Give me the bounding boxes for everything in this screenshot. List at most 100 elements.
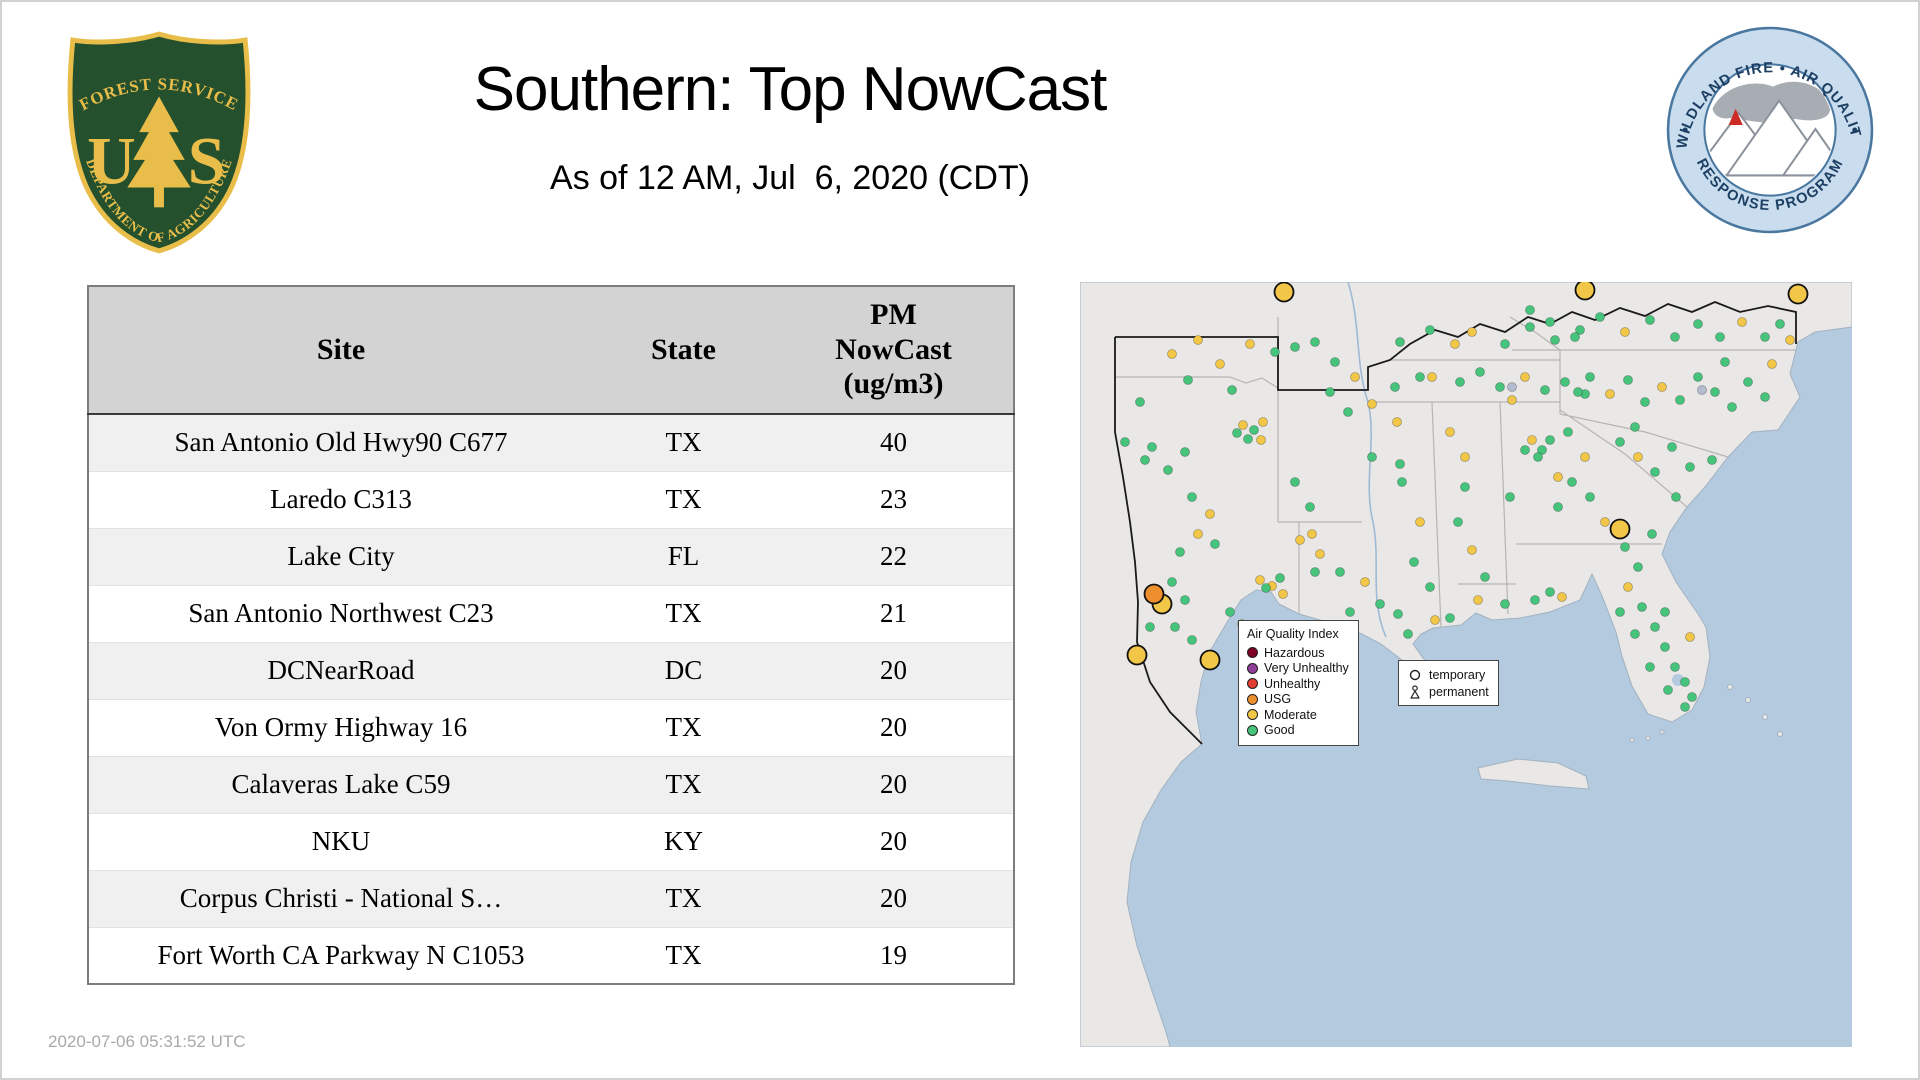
monitor-marker xyxy=(1375,599,1385,609)
cuba-island xyxy=(1477,758,1590,790)
monitor-marker xyxy=(1193,529,1203,539)
monitor-marker xyxy=(1187,635,1197,645)
monitor-marker xyxy=(1680,677,1690,687)
monitor-marker xyxy=(1667,442,1677,452)
legend-item-usg: USG xyxy=(1247,692,1349,708)
monitor-marker xyxy=(1350,372,1360,382)
pm-cell: 20 xyxy=(774,641,1014,699)
unhealthy-swatch-icon xyxy=(1247,678,1258,690)
col-header-state: State xyxy=(593,286,774,415)
wfaqrp-logo: WILDLAND FIRE • AIR QUALITY RESPONSE PRO… xyxy=(1664,24,1874,234)
monitor-marker xyxy=(1785,335,1795,345)
monitor-marker xyxy=(1415,372,1425,382)
pm-cell: 20 xyxy=(774,812,1014,870)
monitor-marker xyxy=(1147,442,1157,452)
monitor-marker xyxy=(1175,547,1185,557)
hazardous-swatch-icon xyxy=(1247,647,1258,659)
monitor-marker xyxy=(1295,535,1305,545)
monitor-marker xyxy=(1430,615,1440,625)
monitor-marker xyxy=(1550,335,1560,345)
aqi-map: Air Quality Index Hazardous Very Unhealt… xyxy=(1080,282,1852,1047)
monitor-marker xyxy=(1140,455,1150,465)
monitor-marker xyxy=(1585,492,1595,502)
monitor-marker xyxy=(1650,467,1660,477)
flame-icon xyxy=(1728,108,1743,125)
legend-item-temporary: temporary xyxy=(1408,666,1489,683)
monitor-marker xyxy=(1630,629,1640,639)
monitor-marker xyxy=(1633,562,1643,572)
monitor-marker xyxy=(1670,662,1680,672)
state-cell: TX xyxy=(593,413,774,471)
monitor-marker xyxy=(1573,387,1583,397)
monitor-marker xyxy=(1760,392,1770,402)
state-cell: TX xyxy=(593,755,774,813)
legend-item-permanent: permanent xyxy=(1408,683,1489,700)
pm-cell: 23 xyxy=(774,470,1014,528)
table-row: Laredo C313 TX 23 xyxy=(88,470,1014,528)
monitor-marker xyxy=(1261,583,1271,593)
monitor-marker xyxy=(1290,477,1300,487)
monitor-marker xyxy=(1393,609,1403,619)
monitor-marker xyxy=(1395,337,1405,347)
small-islands xyxy=(1629,684,1783,743)
monitor-marker xyxy=(1575,325,1585,335)
pine-tree-icon xyxy=(127,96,191,208)
monitor-marker xyxy=(1609,518,1631,540)
monitor-marker xyxy=(1640,397,1650,407)
pm-cell: 40 xyxy=(774,413,1014,471)
monitor-marker xyxy=(1693,319,1703,329)
monitor-marker xyxy=(1227,385,1237,395)
table-row: Corpus Christi - National S… TX 20 xyxy=(88,869,1014,927)
table-row: DCNearRoad DC 20 xyxy=(88,641,1014,699)
monitor-marker xyxy=(1315,549,1325,559)
site-cell: NKU xyxy=(88,812,593,870)
pm-cell: 20 xyxy=(774,869,1014,927)
aqi-legend-title: Air Quality Index xyxy=(1247,627,1339,641)
monitor-marker xyxy=(1620,542,1630,552)
monitor-marker xyxy=(1647,529,1657,539)
monitor-marker xyxy=(1553,472,1563,482)
monitor-marker xyxy=(1685,462,1695,472)
table-row: San Antonio Northwest C23 TX 21 xyxy=(88,584,1014,642)
monitor-marker xyxy=(1453,517,1463,527)
monitor-marker xyxy=(1193,335,1203,345)
separator-dot-icon xyxy=(1852,127,1858,133)
smoke-plume-icon xyxy=(1712,81,1831,123)
state-cell: KY xyxy=(593,812,774,870)
monitor-marker xyxy=(1475,367,1485,377)
monitor-marker xyxy=(1525,305,1535,315)
monitor-marker xyxy=(1238,420,1248,430)
monitor-marker xyxy=(1273,282,1295,303)
monitor-marker xyxy=(1215,359,1225,369)
monitor-marker xyxy=(1567,477,1577,487)
site-cell: Corpus Christi - National S… xyxy=(88,869,593,927)
monitor-marker xyxy=(1545,435,1555,445)
monitor-marker xyxy=(1249,425,1259,435)
monitor-marker xyxy=(1560,377,1570,387)
usfs-letter-u: U xyxy=(87,124,136,199)
separator-dot-icon xyxy=(1682,127,1688,133)
site-cell: DCNearRoad xyxy=(88,641,593,699)
monitor-marker xyxy=(1500,599,1510,609)
monitor-marker xyxy=(1427,372,1437,382)
monitor-marker xyxy=(1290,342,1300,352)
monitor-marker xyxy=(1595,312,1605,322)
monitor-marker xyxy=(1585,372,1595,382)
col-header-site: Site xyxy=(88,286,593,415)
monitor-marker xyxy=(1445,427,1455,437)
monitor-marker xyxy=(1525,322,1535,332)
pm-cell: 20 xyxy=(774,755,1014,813)
monitor-marker xyxy=(1680,702,1690,712)
monitor-marker xyxy=(1455,377,1465,387)
monitor-marker xyxy=(1697,385,1707,395)
monitor-marker xyxy=(1325,387,1335,397)
site-cell: Calaveras Lake C59 xyxy=(88,755,593,813)
monitor-marker xyxy=(1180,447,1190,457)
monitor-marker xyxy=(1570,332,1580,342)
table-row: Fort Worth CA Parkway N C1053 TX 19 xyxy=(88,926,1014,984)
very-unhealthy-swatch-icon xyxy=(1247,662,1258,674)
region-border xyxy=(1114,301,1797,745)
monitor-marker xyxy=(1256,435,1266,445)
monitor-marker xyxy=(1460,452,1470,462)
